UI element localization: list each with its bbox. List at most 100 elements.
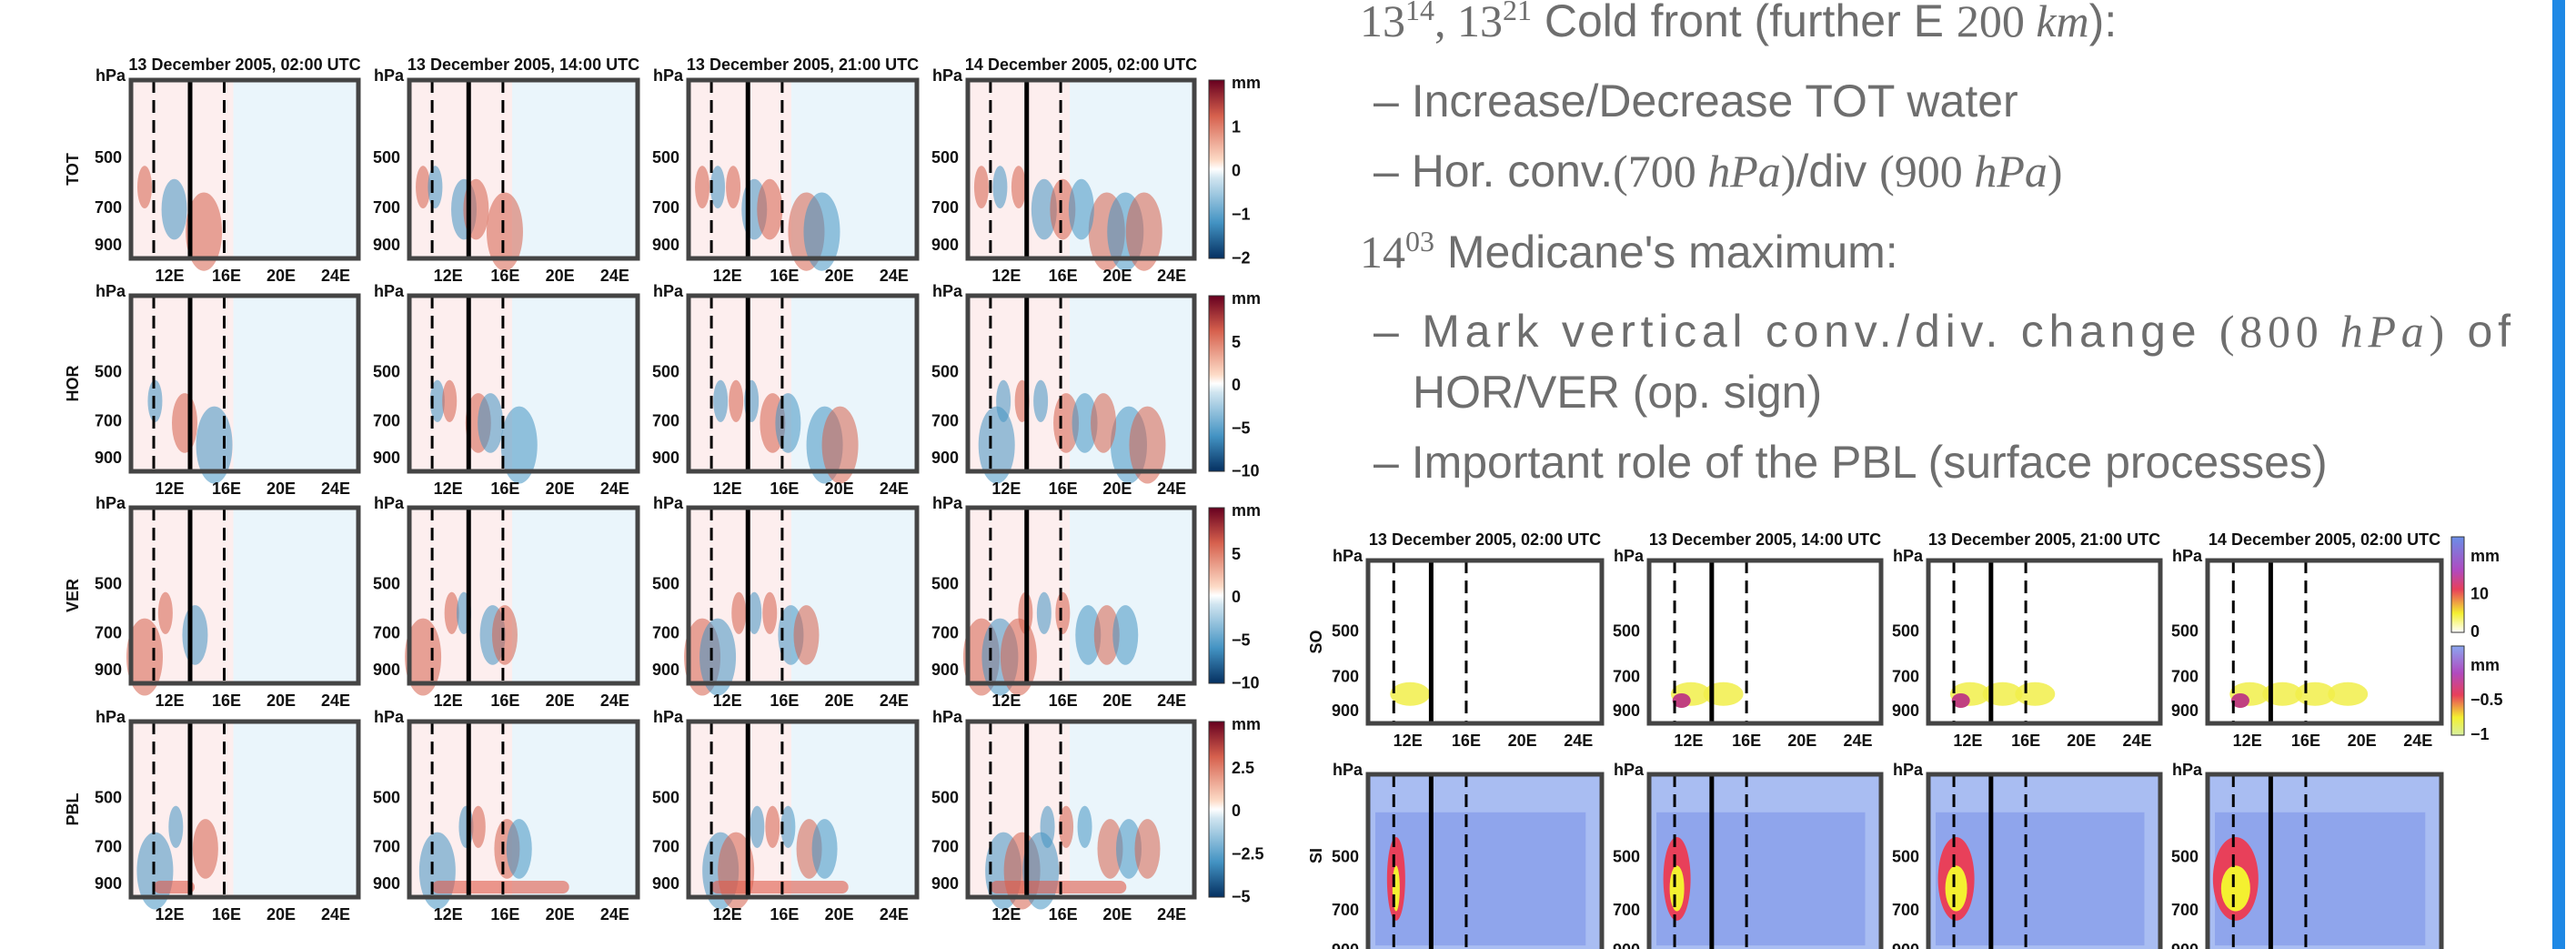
text-line: – Hor. conv.(700 hPa)/div (900 hPa)	[1374, 146, 2063, 197]
field-shade	[511, 722, 638, 897]
x-tick-label: 16E	[212, 905, 241, 924]
field-blob	[1951, 692, 1970, 708]
field-blob	[1075, 605, 1102, 665]
colorbar-tick-label: −2	[1232, 249, 1251, 268]
panel-title: 14 December 2005, 02:00 UTC	[965, 56, 1197, 74]
field-shade	[233, 296, 358, 471]
y-tick-label: 700	[652, 412, 679, 430]
text-line: 1314, 1321 Cold front (further E 200 km)…	[1360, 0, 2117, 46]
y-tick-label: 700	[373, 198, 400, 217]
colorbar-tick-label: −0.5	[2470, 691, 2503, 709]
x-tick-label: 16E	[2011, 732, 2040, 750]
y-tick-label: 500	[373, 363, 400, 381]
x-tick-label: 12E	[434, 480, 463, 498]
x-tick-label: 20E	[1102, 692, 1132, 710]
x-tick-label: 24E	[600, 905, 629, 924]
field-blob	[2328, 681, 2369, 706]
x-tick-label: 24E	[880, 267, 909, 285]
y-tick-label: 900	[931, 449, 959, 467]
x-tick-label: 12E	[434, 905, 463, 924]
x-tick-label: 12E	[1674, 732, 1703, 750]
x-tick-label: 16E	[2291, 732, 2320, 750]
y-tick-label: 500	[931, 363, 959, 381]
panel-frame	[128, 505, 361, 686]
field-blob	[973, 166, 989, 209]
panel-frame	[686, 505, 920, 686]
text-segment: – Important role of the PBL (surface pro…	[1374, 437, 2328, 488]
x-tick-label: 20E	[546, 267, 575, 285]
field-blob	[990, 881, 1127, 893]
colorbar-tick-label: 5	[1232, 333, 1241, 351]
colorbar-unit: mm	[1232, 74, 1261, 92]
x-tick-label: 16E	[770, 692, 799, 710]
panel-frame	[407, 293, 640, 474]
field-shade	[1656, 812, 1866, 946]
y-tick-label: 700	[931, 412, 959, 430]
y-tick-label: 900	[2171, 702, 2199, 720]
field-blob	[1036, 591, 1052, 634]
field-blob	[1125, 192, 1162, 271]
x-tick-label: 20E	[546, 692, 575, 710]
x-tick-label: 20E	[1787, 732, 1816, 750]
x-tick-label: 12E	[155, 267, 184, 285]
x-tick-label: 12E	[155, 905, 184, 924]
field-blob	[416, 166, 431, 209]
y-tick-label: 900	[373, 874, 400, 893]
x-tick-label: 12E	[1953, 732, 1982, 750]
colorbar-unit: mm	[2470, 547, 2500, 565]
panel-frame	[128, 77, 361, 261]
y-unit: hPa	[653, 708, 684, 726]
y-tick-label: 700	[1332, 668, 1359, 686]
x-tick-label: 20E	[267, 480, 296, 498]
field-blob	[444, 591, 459, 634]
x-tick-label: 20E	[825, 905, 854, 924]
y-tick-label: 500	[1613, 622, 1640, 641]
row-label: SO	[1307, 630, 1325, 653]
x-tick-label: 24E	[880, 480, 909, 498]
field-blob	[762, 591, 778, 634]
panel-title: 13 December 2005, 21:00 UTC	[687, 56, 919, 74]
y-tick-label: 500	[652, 148, 679, 167]
text-segment: 200	[1957, 0, 2037, 46]
y-tick-label: 700	[1892, 668, 1919, 686]
field-blob	[1077, 805, 1092, 848]
y-tick-label: 900	[652, 236, 679, 254]
text-segment: /div	[1796, 146, 1879, 197]
colorbar-tick-label: 1	[1232, 118, 1241, 136]
field-blob	[793, 605, 820, 665]
field-blob	[506, 819, 532, 879]
panel-title: 13 December 2005, 02:00 UTC	[128, 56, 360, 74]
text-segment: – Hor. conv.	[1374, 146, 1613, 197]
y-tick-label: 500	[1892, 622, 1919, 641]
field-blob	[2230, 692, 2249, 708]
colorbar-tick-label: −5	[1232, 419, 1251, 437]
colorbar-tick-label: −10	[1232, 674, 1260, 692]
panel-frame	[128, 719, 361, 900]
y-unit: hPa	[96, 282, 126, 300]
colorbar-tick-label: 0	[2470, 622, 2480, 641]
field-shade	[511, 508, 638, 683]
panel-frame	[1365, 558, 1605, 726]
y-tick-label: 700	[1892, 901, 1919, 919]
y-unit: hPa	[96, 708, 126, 726]
y-tick-label: 700	[1613, 901, 1640, 919]
y-tick-label: 700	[652, 624, 679, 642]
panel-frame	[1926, 772, 2163, 949]
field-blob	[1703, 681, 1744, 706]
field-blob	[1097, 819, 1123, 879]
field-blob	[710, 166, 726, 209]
colorbar-tick-label: −1	[1232, 206, 1251, 224]
x-tick-label: 24E	[1157, 480, 1186, 498]
row-label: VER	[64, 579, 82, 612]
x-tick-label: 12E	[155, 480, 184, 498]
field-blob	[182, 605, 208, 665]
field-blob	[1050, 178, 1076, 240]
panel-title: 13 December 2005, 21:00 UTC	[1928, 530, 2160, 549]
field-blob	[726, 166, 741, 209]
x-tick-label: 16E	[1452, 732, 1481, 750]
field-blob	[1112, 605, 1139, 665]
text-segment: 21	[1503, 0, 1532, 26]
field-blob	[429, 379, 445, 422]
x-tick-label: 12E	[2233, 732, 2262, 750]
x-tick-label: 20E	[2067, 732, 2096, 750]
